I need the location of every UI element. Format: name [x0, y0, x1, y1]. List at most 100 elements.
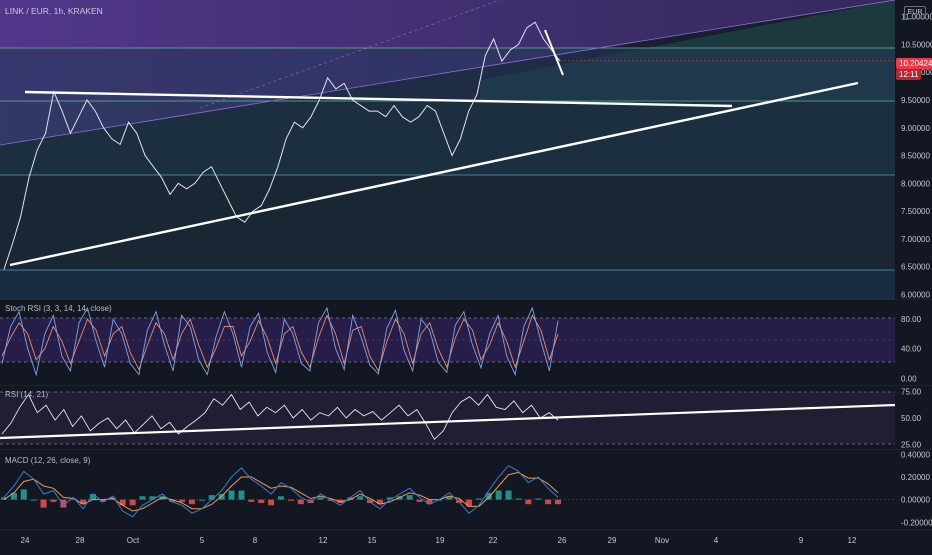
y-tick-label: 0.40000 — [901, 450, 930, 459]
macd-histogram-bar — [99, 499, 106, 502]
x-tick-label: 24 — [21, 536, 30, 545]
macd-histogram-bar — [376, 499, 383, 505]
macd-signal-line — [3, 471, 559, 512]
macd-histogram-bar — [119, 499, 126, 506]
x-tick-label: 19 — [436, 536, 445, 545]
macd-histogram-bar — [10, 492, 17, 500]
macd-histogram-bar — [347, 497, 354, 500]
macd-histogram-bar — [238, 490, 245, 500]
macd-histogram-bar — [188, 499, 195, 505]
stoch-y-axis: 80.00 40.00 0.00 — [901, 315, 922, 383]
y-tick-label: 80.00 — [901, 315, 922, 324]
x-tick-label: 12 — [848, 536, 857, 545]
stoch-rsi-pane[interactable]: 80.00 40.00 0.00 — [0, 300, 932, 386]
macd-label: MACD (12, 26, close, 9) — [5, 456, 91, 465]
x-tick-label: 12 — [319, 536, 328, 545]
macd-histogram-bar — [169, 499, 176, 502]
y-tick-label: 0.00 — [901, 374, 917, 383]
y-tick-label: 6.00000 — [901, 290, 930, 299]
bar-countdown-badge: 12:11 — [896, 69, 922, 80]
macd-histogram-bar — [20, 489, 27, 500]
macd-histogram-bar — [50, 499, 57, 502]
macd-histogram-bar — [179, 499, 186, 502]
macd-histogram-bar — [525, 499, 532, 505]
stoch-lines — [1, 306, 559, 377]
macd-histogram-bar — [248, 499, 255, 502]
macd-histogram-bar — [327, 499, 334, 501]
stoch-rsi-label: Stoch RSI (3, 3, 14, 14, close) — [5, 304, 112, 313]
x-tick-label: 26 — [558, 536, 567, 545]
macd-histogram-bar — [297, 499, 304, 505]
rsi-band — [0, 392, 895, 444]
macd-histogram-bar — [416, 499, 423, 502]
macd-histogram-bar — [287, 499, 294, 501]
y-tick-label: 7.00000 — [901, 235, 930, 244]
x-tick-label: 4 — [714, 536, 719, 545]
price-line-group — [3, 21, 895, 270]
macd-histogram-bar — [545, 499, 552, 505]
macd-histogram-bar — [465, 499, 472, 507]
macd-histogram-bar — [149, 496, 156, 500]
macd-histogram-bar — [90, 493, 97, 500]
dashed-channel-line — [199, 0, 501, 109]
y-tick-label: 0.20000 — [901, 473, 930, 482]
macd-histogram-bar — [406, 495, 413, 500]
macd-histogram-bar — [139, 496, 146, 500]
stoch-d-line — [1, 314, 559, 373]
rsi-series-line — [1, 393, 559, 441]
x-tick-label: 5 — [200, 536, 205, 545]
price-series-line — [3, 21, 561, 270]
macd-histogram-bar — [515, 498, 522, 500]
macd-histogram-bar — [80, 499, 87, 505]
x-tick-label: 9 — [799, 536, 804, 545]
rsi-pane[interactable]: 75.00 50.00 25.00 — [0, 386, 932, 450]
macd-histogram-bar — [337, 499, 344, 504]
macd-histogram-bar — [40, 499, 47, 508]
macd-histogram-bar — [70, 498, 77, 500]
x-tick-label: Oct — [127, 536, 140, 545]
x-tick-label: 15 — [368, 536, 377, 545]
macd-histogram-bar — [278, 496, 284, 500]
trendline-rising — [9, 81, 859, 267]
x-tick-label: 28 — [76, 536, 85, 545]
x-tick-label: Nov — [655, 536, 669, 545]
rsi-trendline — [0, 403, 896, 440]
y-tick-label: 40.00 — [901, 345, 922, 354]
trendline-flat — [24, 90, 733, 108]
y-tick-label: 9.50000 — [901, 96, 930, 105]
macd-histogram-bar — [208, 495, 215, 500]
x-tick-label: 22 — [489, 536, 498, 545]
price-pane[interactable]: 11.0000010.5000010.000009.500009.000008.… — [0, 0, 932, 300]
macd-histogram-bar — [357, 496, 364, 500]
y-tick-label: 75.00 — [901, 387, 922, 396]
macd-histogram-bar — [60, 499, 67, 508]
rsi-label: RSI (14, 21) — [5, 390, 49, 399]
y-tick-label: 9.00000 — [901, 124, 930, 133]
macd-histogram-bar — [505, 490, 512, 500]
band-upper — [0, 48, 895, 101]
macd-histogram-bar — [475, 498, 482, 500]
macd-histogram-bar — [268, 499, 275, 506]
macd-histogram-bar — [1, 497, 7, 500]
band-bottom — [0, 270, 895, 300]
macd-y-axis: 0.40000 0.20000 0.00000 -0.20000 — [901, 450, 932, 527]
macd-histogram-bar — [535, 498, 542, 500]
y-tick-label: 7.50000 — [901, 207, 930, 216]
y-tick-label: -0.20000 — [901, 518, 932, 527]
macd-histogram-bar — [30, 499, 37, 501]
y-tick-label: 50.00 — [901, 414, 922, 423]
macd-histogram-bar — [446, 496, 453, 500]
rsi-line-group — [1, 393, 559, 441]
macd-line — [3, 464, 559, 518]
macd-histogram-bar — [555, 499, 561, 505]
y-tick-label: 8.50000 — [901, 152, 930, 161]
macd-histogram-bar — [258, 499, 265, 504]
macd-histogram-bar — [129, 499, 136, 506]
currency-selector[interactable]: EUR — [904, 6, 926, 19]
macd-pane[interactable]: 0.40000 0.20000 0.00000 -0.20000 — [0, 450, 932, 530]
macd-histogram-bar — [426, 499, 433, 505]
y-tick-label: 6.50000 — [901, 263, 930, 272]
macd-group — [0, 464, 895, 518]
